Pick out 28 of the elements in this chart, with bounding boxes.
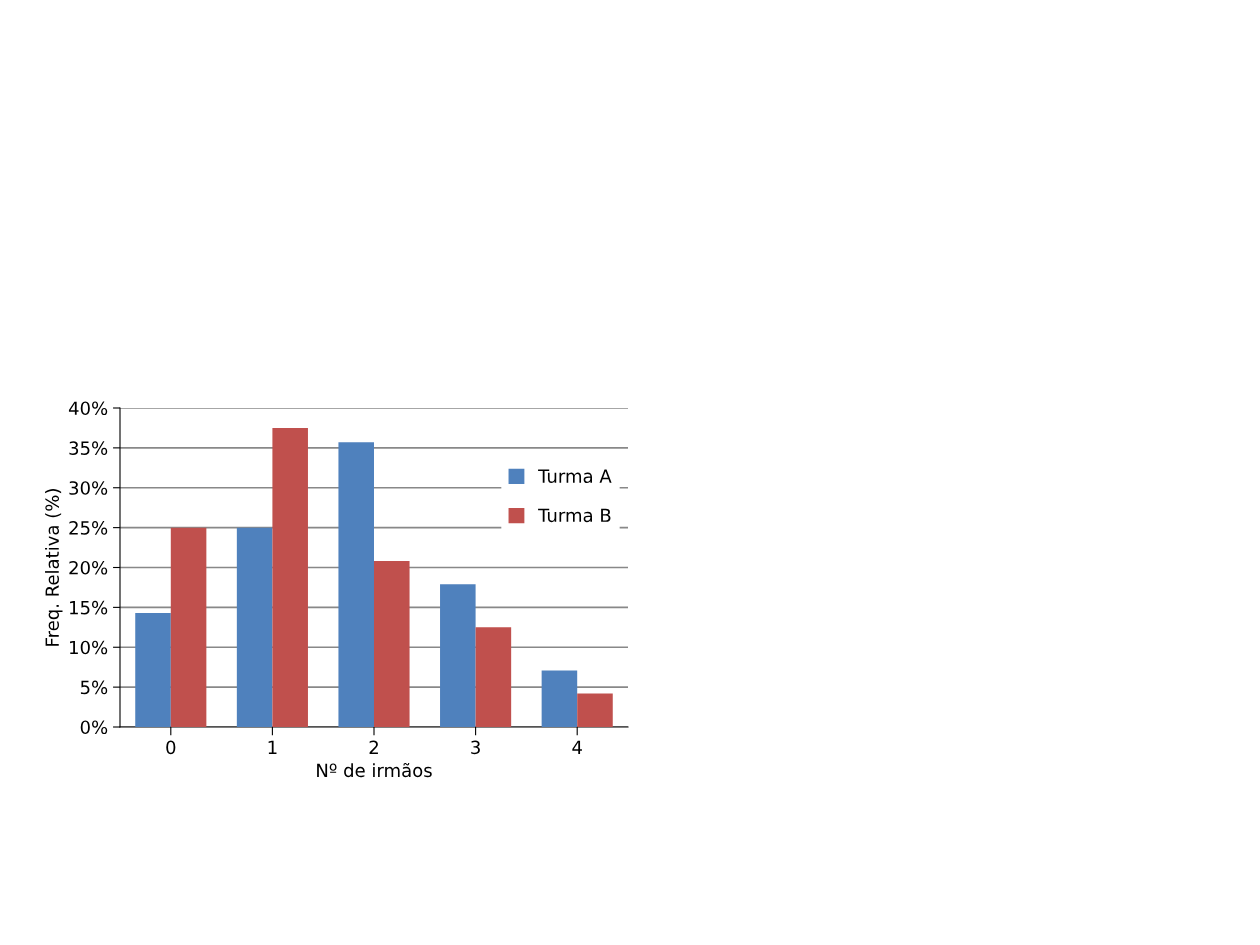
y-tick-label: 35% (69, 441, 108, 455)
x-axis-title: Nº de irmãos (317, 762, 432, 778)
x-tick-label: 4 (572, 740, 582, 754)
y-tick-label: 30% (69, 481, 108, 495)
x-tick-label: 3 (471, 740, 480, 755)
x-tick-label: 2 (369, 740, 378, 754)
y-tick-label: 10% (70, 640, 108, 655)
legend-label: Turma A (538, 469, 612, 483)
bar (338, 442, 374, 727)
bar (475, 627, 512, 727)
bar (272, 427, 308, 727)
x-tick-label: 0 (166, 740, 176, 755)
y-tick-label: 0% (80, 720, 108, 735)
bar (541, 670, 578, 727)
bar (170, 527, 207, 727)
y-tick-label: 20% (69, 560, 108, 575)
bar (135, 612, 171, 727)
y-tick-label: 15% (70, 600, 108, 615)
bar (577, 693, 613, 727)
bar (236, 527, 273, 727)
y-tick-label: 25% (69, 521, 108, 535)
x-tick-label: 1 (268, 740, 277, 754)
bar (440, 584, 476, 727)
y-axis-title: Freq. Relativa (%) (45, 489, 63, 646)
y-tick-label: 40% (68, 401, 108, 416)
legend-label: Turma B (538, 508, 611, 523)
bar (374, 561, 410, 727)
y-tick-label: 5% (80, 680, 108, 695)
